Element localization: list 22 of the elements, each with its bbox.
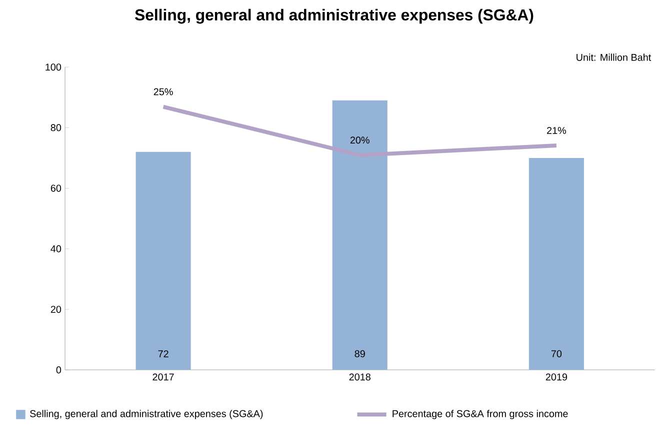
- bar: [136, 152, 191, 370]
- legend-label: Percentage of SG&A from gross income: [392, 410, 568, 419]
- data-label: 21%: [547, 126, 566, 134]
- x-tick-label: 2017: [152, 373, 174, 380]
- chart-title: Selling, general and administrative expenses (SG&A): [135, 8, 534, 24]
- data-label: 72: [158, 350, 168, 358]
- y-tick-label: 0: [56, 366, 62, 374]
- x-tick-label: 2019: [546, 373, 567, 380]
- data-label: 25%: [154, 88, 173, 96]
- y-tick-label: 40: [50, 245, 62, 252]
- y-tick-label: 60: [50, 184, 62, 192]
- data-label: 20%: [350, 136, 370, 144]
- data-label: 70: [551, 350, 562, 358]
- y-tick-label: 20: [50, 306, 62, 313]
- text: Unit: Million Baht: [576, 53, 652, 61]
- x-tick-label: 2018: [349, 373, 370, 380]
- bar: [332, 100, 388, 370]
- y-tick-label: 100: [46, 63, 62, 70]
- y-tick-label: 80: [50, 124, 62, 131]
- legend-label: Selling, general and administrative expenses (SG&A): [30, 410, 263, 419]
- data-label: 89: [354, 350, 365, 358]
- bar: [528, 158, 584, 370]
